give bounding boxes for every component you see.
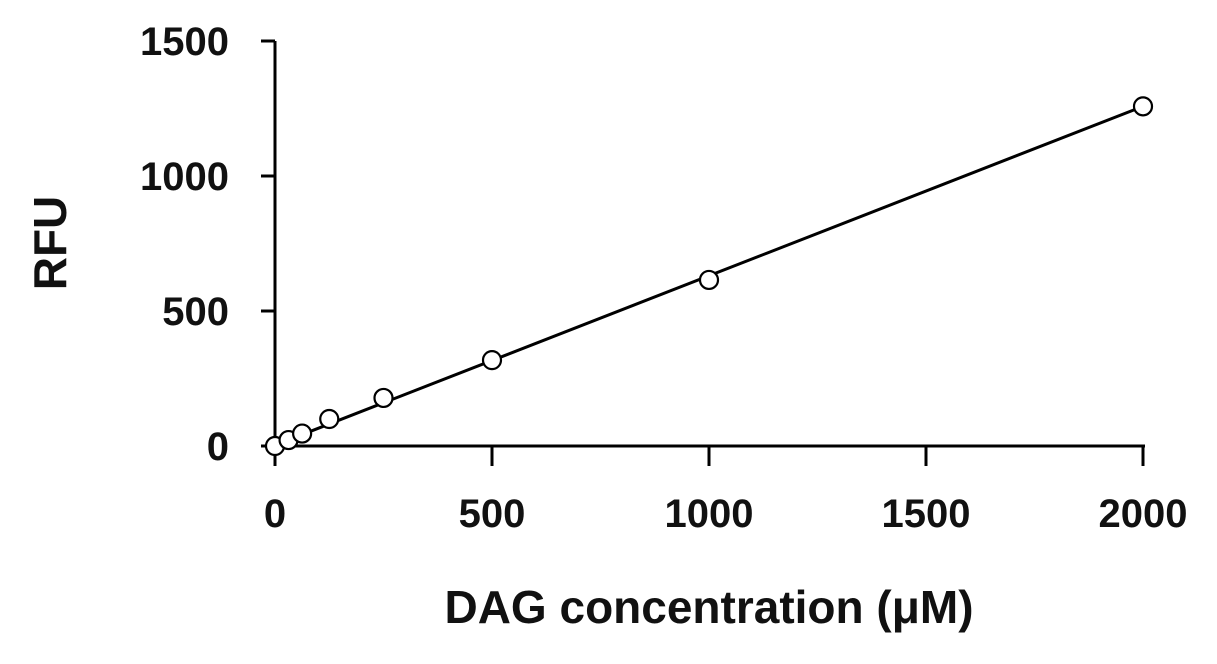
axes — [273, 41, 1145, 466]
ticks: 0 500 1000 1500 0 500 1000 1500 2000 — [140, 20, 1187, 536]
y-tick-label: 0 — [207, 425, 229, 469]
y-axis-title: RFU — [24, 196, 76, 291]
x-tick-label: 1500 — [882, 492, 971, 536]
x-tick-label: 1000 — [665, 492, 754, 536]
data-point — [373, 387, 394, 409]
data-point — [319, 408, 340, 430]
y-tick-label: 1500 — [140, 20, 229, 64]
x-axis-title: DAG concentration (μM) — [444, 581, 973, 633]
x-tick-label: 500 — [459, 492, 526, 536]
data-point — [1132, 96, 1154, 117]
x-tick-label: 2000 — [1099, 492, 1188, 536]
data-point — [481, 350, 503, 371]
data-point — [292, 423, 313, 444]
y-tick-label: 1000 — [140, 155, 229, 199]
data-points — [264, 96, 1154, 457]
y-tick-label: 500 — [162, 290, 229, 334]
data-point — [698, 269, 720, 291]
x-tick-label: 0 — [264, 492, 286, 536]
